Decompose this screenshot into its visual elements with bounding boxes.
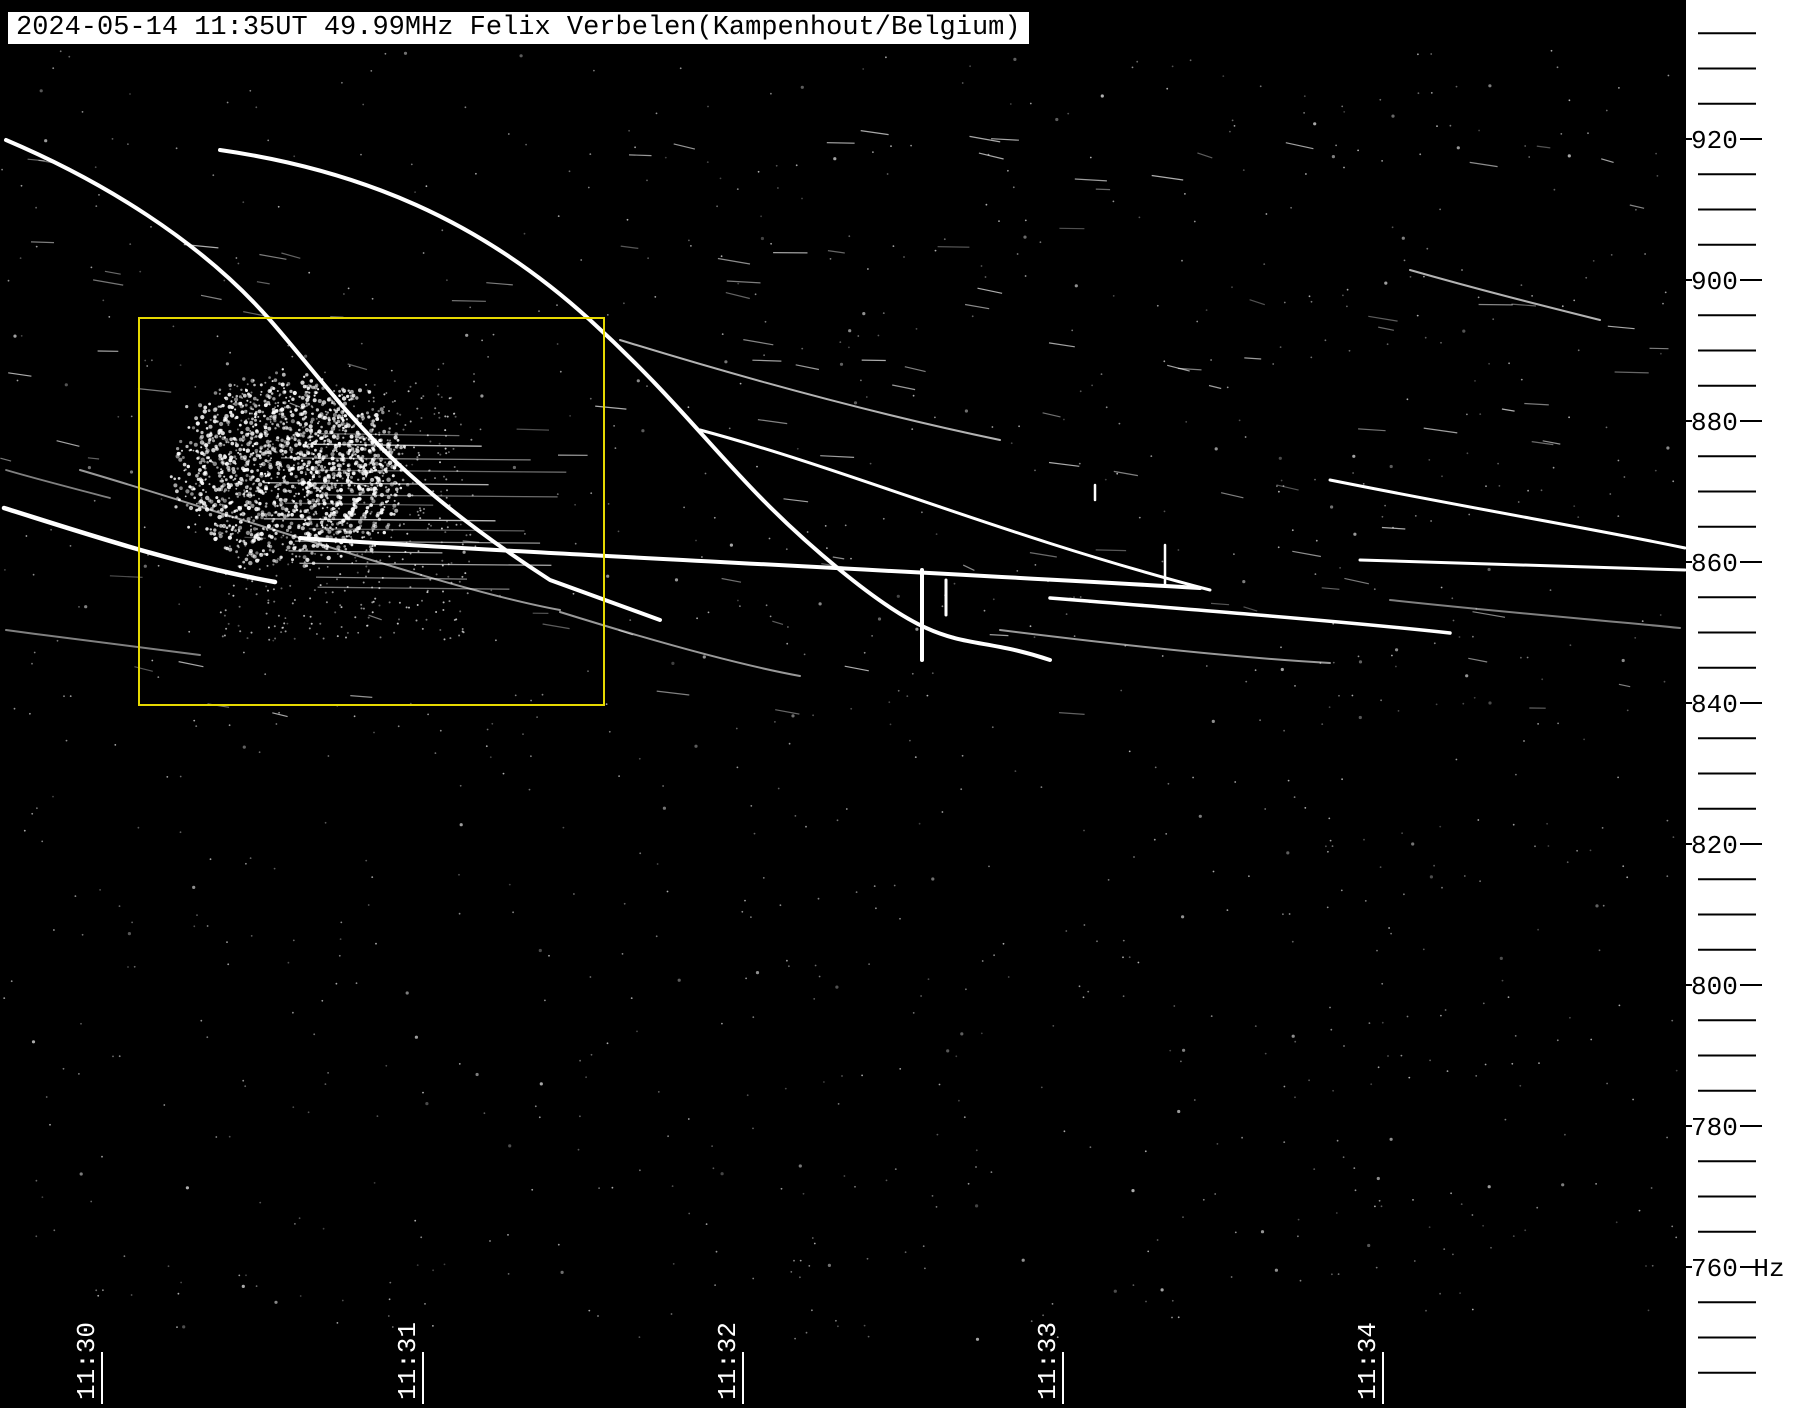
trace-1	[4, 138, 662, 622]
trace-13	[999, 629, 1331, 664]
x-tick-label: 11:30	[72, 1322, 102, 1400]
trace-2	[218, 148, 1052, 662]
trace-15	[5, 629, 201, 656]
trace-14	[1389, 599, 1681, 629]
y-tick-label: 840	[1691, 690, 1738, 720]
frequency-axis: 920 900 880 860 840 820 800 780 760 Hz	[1686, 0, 1800, 1408]
trace-4	[298, 536, 1202, 590]
highlight-box	[138, 317, 605, 706]
doppler-traces	[1, 138, 1687, 677]
trace-16	[5, 469, 111, 499]
y-tick-label: 900	[1691, 267, 1738, 297]
trace-3	[1, 505, 278, 585]
x-tick-label: 11:34	[1353, 1322, 1383, 1400]
noise-speckles	[0, 49, 1678, 1341]
trace-9	[1409, 269, 1601, 321]
trace-10	[619, 339, 1001, 441]
x-tick-label: 11:33	[1033, 1322, 1063, 1400]
y-tick-label: 920	[1691, 126, 1738, 156]
x-tick-label: 11:32	[713, 1322, 743, 1400]
trace-8	[1358, 558, 1687, 572]
y-tick-label: 880	[1691, 408, 1738, 438]
y-tick-label: 760 Hz	[1691, 1254, 1785, 1284]
trace-7	[1328, 478, 1687, 550]
y-tick-label: 780	[1691, 1113, 1738, 1143]
trace-12	[559, 611, 801, 677]
chart-title: 2024-05-14 11:35UT 49.99MHz Felix Verbel…	[6, 10, 1031, 46]
trace-6	[698, 428, 1212, 592]
scatter-cluster	[169, 368, 567, 641]
y-tick-label: 860	[1691, 549, 1738, 579]
trace-11	[79, 469, 561, 611]
y-tick-label: 800	[1691, 972, 1738, 1002]
x-tick-label: 11:31	[393, 1322, 423, 1400]
y-tick-label: 820	[1691, 831, 1738, 861]
trace-5	[1048, 596, 1452, 635]
time-axis: 11:30 11:31 11:32 11:33 11:34	[72, 1322, 1384, 1404]
